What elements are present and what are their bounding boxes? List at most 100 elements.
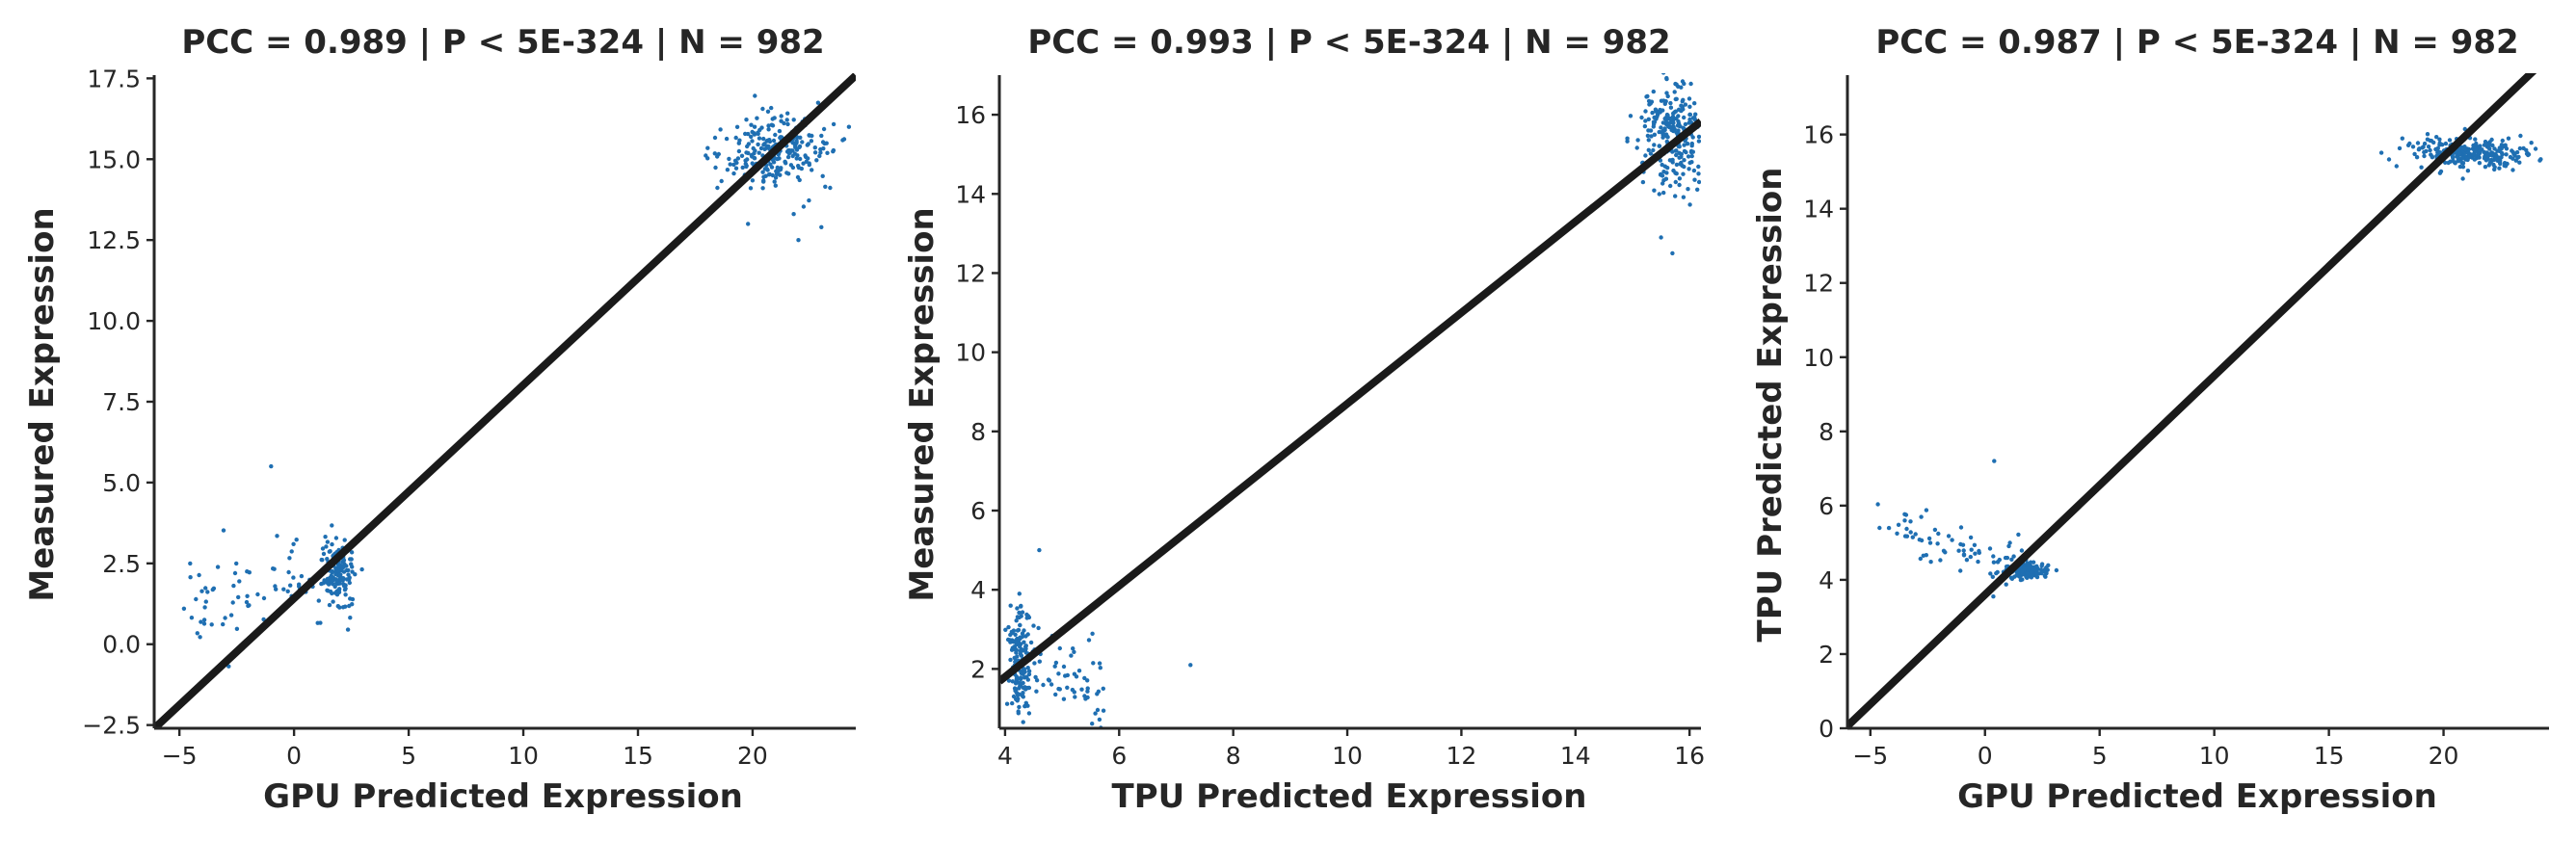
scatter-point (712, 151, 717, 156)
scatter-point (2484, 154, 2489, 159)
scatter-point (1664, 134, 1670, 139)
scatter-point (1961, 552, 1967, 557)
scatter-point (287, 556, 292, 561)
scatter-point (1683, 102, 1688, 107)
scatter-point (338, 563, 343, 568)
scatter-point (2422, 141, 2428, 146)
scatter-point (1877, 525, 1882, 531)
scatter-point (807, 162, 811, 168)
scatter-point (1651, 121, 1657, 127)
scatter-point (1691, 168, 1697, 173)
scatter-point (181, 606, 187, 611)
scatter-point (197, 572, 201, 578)
scatter-point (749, 122, 754, 127)
scatter-point (2006, 543, 2011, 549)
scatter-point (1668, 183, 1673, 189)
scatter-point (234, 626, 240, 631)
scatter-point (798, 156, 803, 162)
scatter-point (773, 175, 779, 180)
scatter-point (330, 541, 334, 547)
scatter-point (2451, 155, 2456, 160)
scatter-point (1053, 660, 1059, 666)
scatter-point (330, 568, 334, 574)
scatter-point (336, 568, 341, 574)
y-tick-label: 0.0 (102, 631, 141, 659)
scatter-point (269, 463, 274, 469)
scatter-point (1660, 162, 1664, 168)
scatter-point (2526, 152, 2532, 157)
y-tick-label: 8 (970, 418, 986, 446)
scatter-point (1687, 112, 1692, 118)
scatter-point (1628, 114, 1633, 118)
scatter-point (1681, 195, 1686, 199)
scatter-point (796, 164, 801, 169)
y-tick-label: 5.0 (102, 469, 141, 497)
y-tick-label: 2 (1819, 641, 1834, 669)
scatter-point (1095, 707, 1101, 713)
scatter-point (223, 616, 227, 620)
scatter-point (1674, 152, 1679, 158)
y-tick-label: 6 (1819, 492, 1834, 520)
scatter-point (291, 575, 296, 580)
scatter-point (1652, 188, 1657, 193)
scatter-point (2537, 158, 2542, 163)
y-tick-label: 12.5 (87, 226, 141, 254)
scatter-point (1696, 164, 1701, 170)
scatter-point (779, 114, 783, 118)
scatter-point (1015, 739, 1019, 743)
y-tick-label: 10 (1803, 344, 1834, 372)
scatter-point (1025, 666, 1030, 670)
panel-2-ylabel: Measured Expression (903, 207, 942, 601)
scatter-point (327, 549, 332, 554)
scatter-point (188, 575, 193, 580)
panel-2-title: PCC = 0.993 | P < 5E-324 | N = 982 (1027, 23, 1670, 62)
scatter-point (1958, 525, 1964, 530)
scatter-point (766, 127, 771, 132)
scatter-point (1665, 113, 1670, 118)
scatter-point (1091, 661, 1096, 666)
scatter-point (2443, 141, 2449, 146)
scatter-point (324, 544, 329, 549)
scatter-point (1046, 677, 1051, 682)
scatter-point (804, 159, 809, 164)
scatter-point (1689, 160, 1694, 165)
scatter-point (1673, 171, 1678, 175)
scatter-point (2005, 555, 2010, 561)
scatter-point (2394, 164, 2399, 169)
scatter-point (2028, 564, 2032, 568)
scatter-point (796, 238, 801, 243)
fit-line (154, 73, 856, 728)
scatter-point (1647, 102, 1652, 107)
scatter-point (1013, 688, 1018, 694)
scatter-point (1977, 548, 1981, 554)
scatter-point (1065, 685, 1070, 690)
scatter-point (2533, 146, 2538, 151)
scatter-point (349, 550, 355, 555)
scatter-point (2521, 145, 2526, 151)
scatter-point (1090, 631, 1095, 636)
scatter-point (1987, 546, 1993, 551)
scatter-point (2407, 141, 2412, 146)
scatter-point (1670, 157, 1675, 163)
scatter-point (777, 128, 783, 134)
scatter-point (194, 596, 199, 602)
scatter-point (763, 173, 768, 178)
scatter-point (719, 178, 724, 184)
scatter-point (1020, 610, 1025, 615)
scatter-point (2516, 154, 2521, 160)
scatter-point (1017, 591, 1022, 596)
scatter-point (761, 143, 766, 147)
scatter-point (341, 584, 347, 589)
scatter-point (1657, 192, 1662, 197)
scatter-point (1674, 148, 1679, 153)
panel-3-title: PCC = 0.987 | P < 5E-324 | N = 982 (1875, 23, 2518, 62)
scatter-point (749, 134, 754, 140)
scatter-point (791, 118, 796, 122)
scatter-point (2495, 148, 2500, 153)
scatter-point (1687, 104, 1692, 110)
scatter-point (1016, 686, 1022, 691)
scatter-point (1021, 691, 1025, 696)
scatter-point (2471, 152, 2476, 157)
scatter-point (289, 549, 294, 554)
scatter-point (1008, 657, 1013, 663)
